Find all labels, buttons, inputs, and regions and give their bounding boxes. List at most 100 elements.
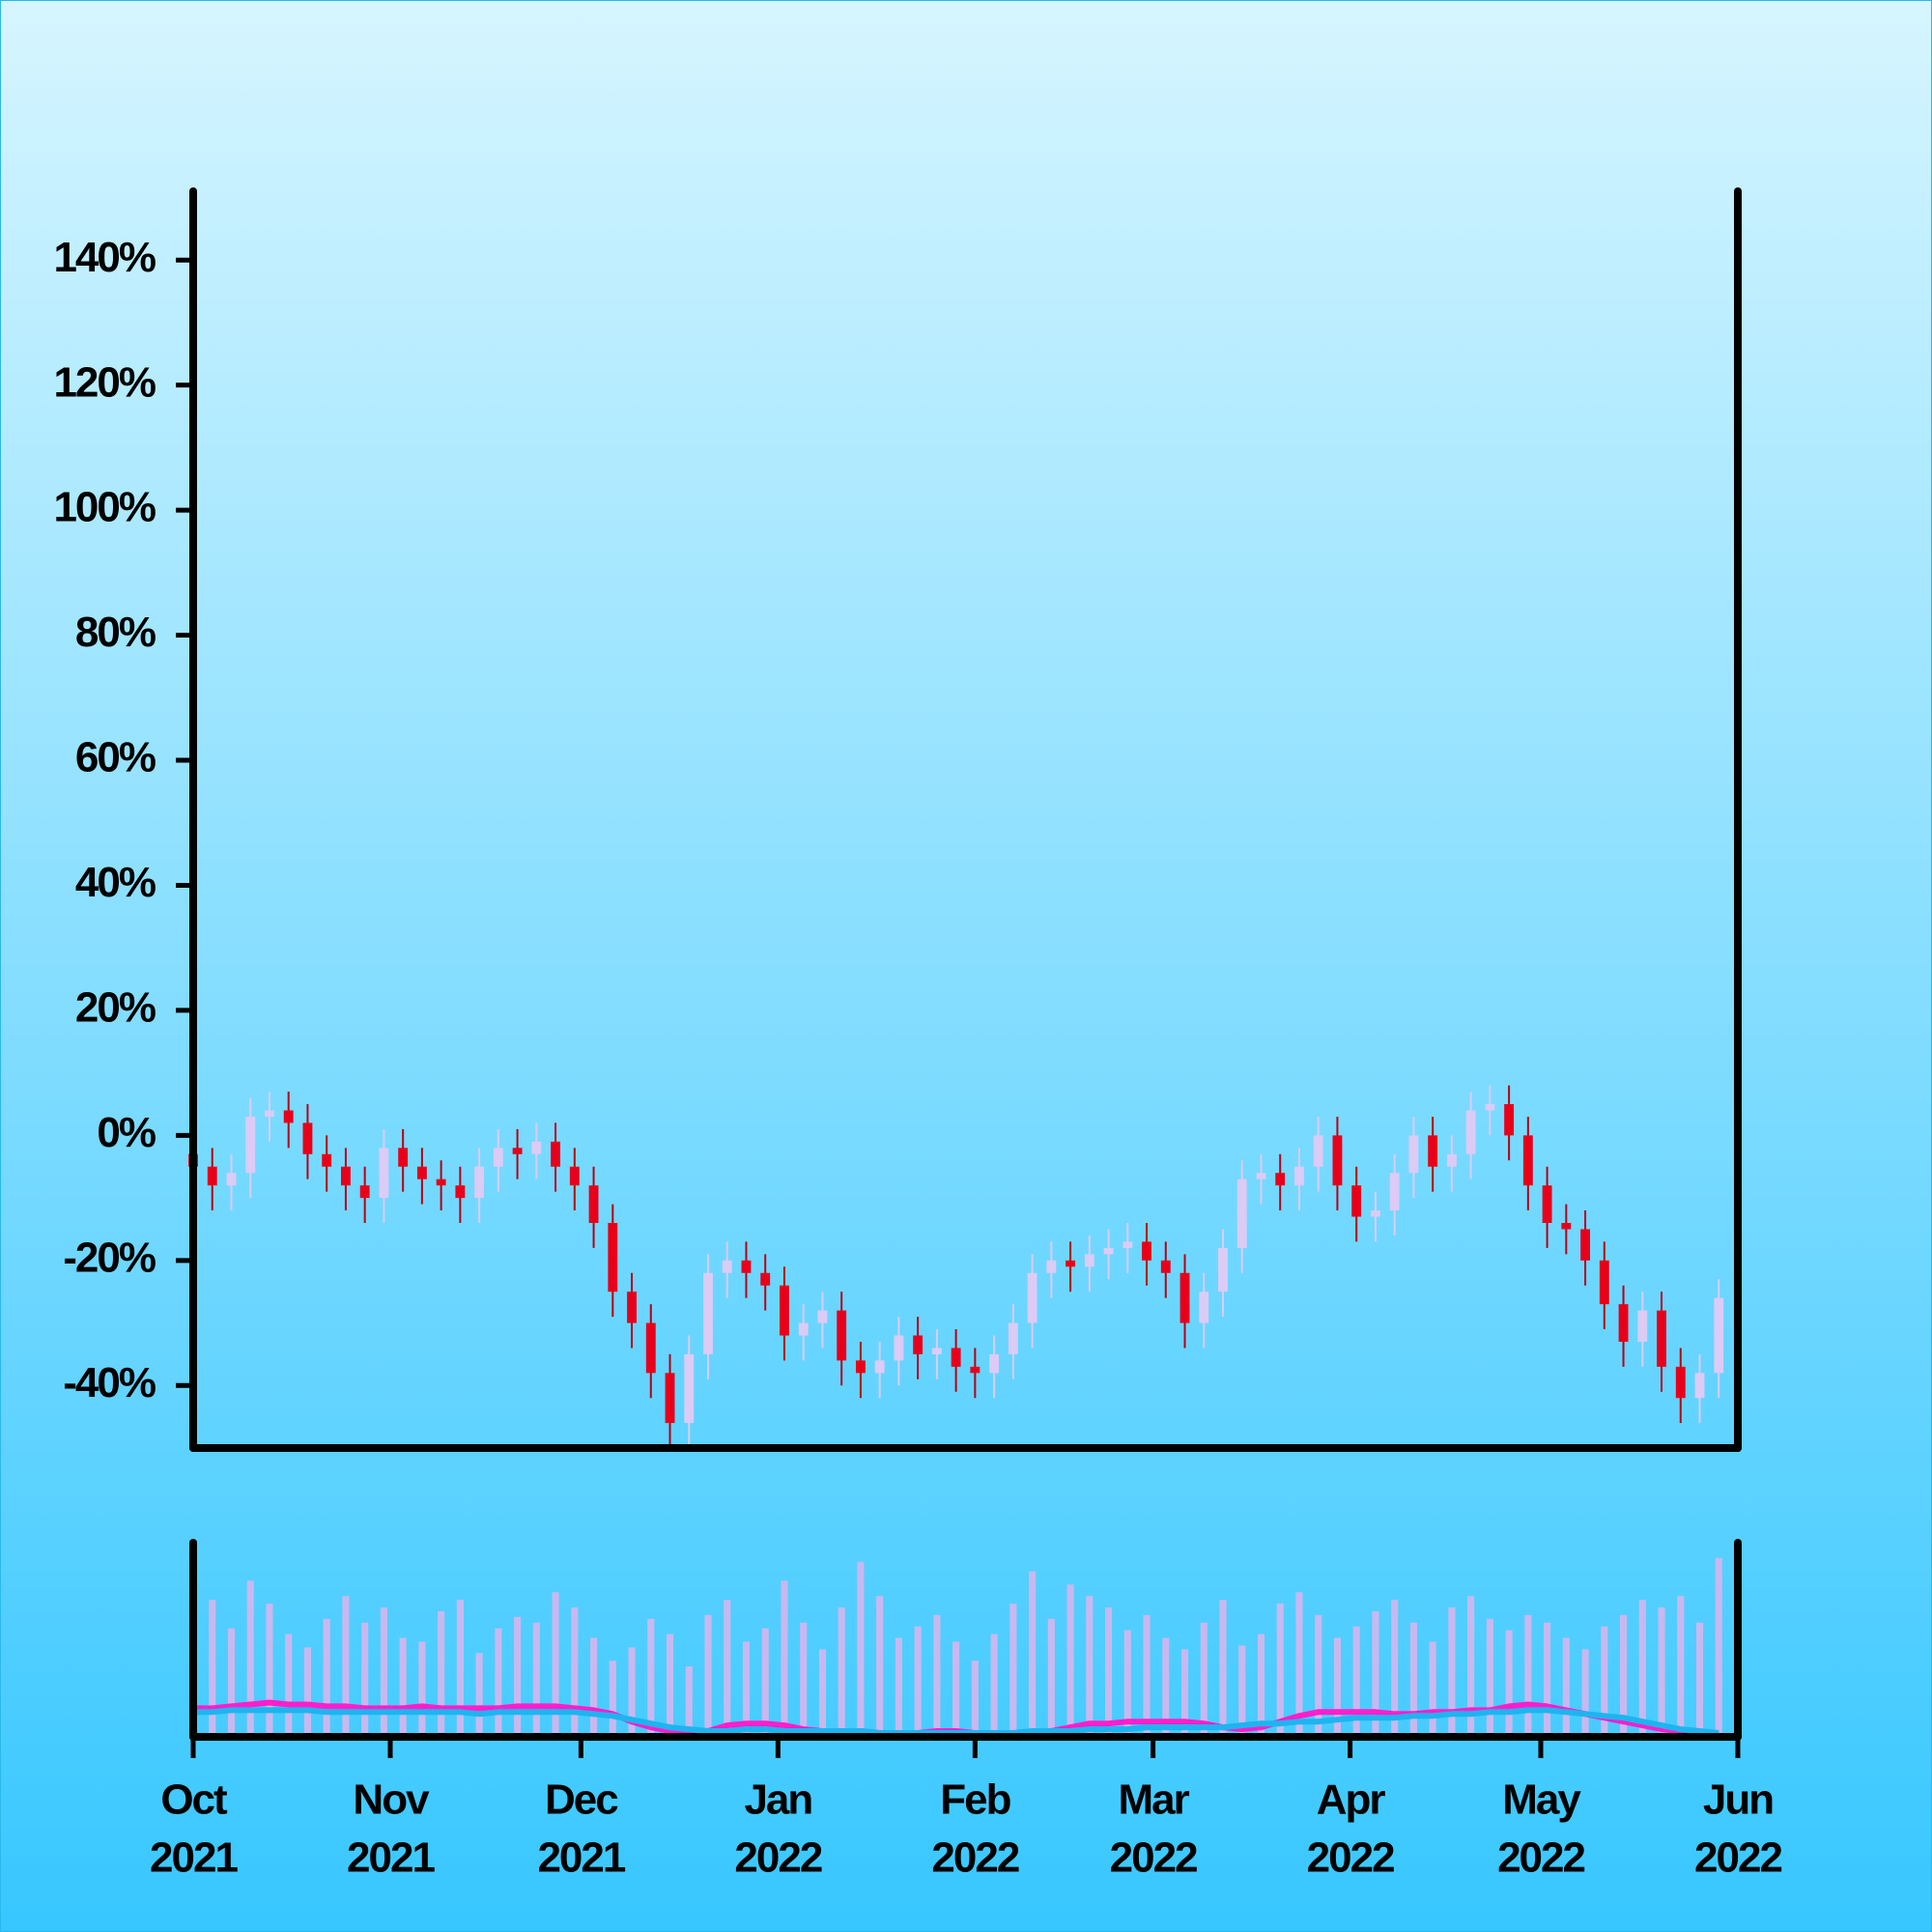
candle-body — [226, 1173, 237, 1186]
x-tick-label: 2022 — [734, 1834, 821, 1882]
volume-bar — [1219, 1600, 1227, 1733]
volume-bar — [876, 1596, 884, 1733]
volume-bar — [800, 1622, 808, 1733]
candle-body — [322, 1153, 332, 1167]
volume-bar — [1695, 1622, 1704, 1733]
candle-body — [1084, 1254, 1094, 1267]
frame — [189, 187, 1742, 1741]
volume-bar — [1162, 1637, 1170, 1733]
volume-bar — [742, 1641, 751, 1733]
volume-bar — [456, 1600, 464, 1733]
volume-bar — [514, 1616, 522, 1733]
volume-bar — [1123, 1630, 1131, 1733]
x-tick-label: Nov — [353, 1776, 430, 1824]
volume-bar — [628, 1647, 636, 1733]
y-tick-label: 0% — [97, 1109, 155, 1156]
x-tick-label: 2021 — [150, 1834, 238, 1882]
volume-bar — [1143, 1614, 1151, 1733]
volume-bar — [1505, 1630, 1513, 1733]
candle-body — [283, 1110, 294, 1123]
y-tick-label: 20% — [75, 984, 156, 1032]
volume-bar — [418, 1641, 426, 1733]
volume-bar — [590, 1637, 598, 1733]
volume-bar — [1257, 1634, 1265, 1733]
candle-body — [359, 1185, 370, 1199]
candle-body — [245, 1116, 256, 1174]
volume-bar — [990, 1634, 998, 1733]
candle-body — [1122, 1241, 1133, 1248]
candle-body — [379, 1148, 389, 1199]
x-tick-label: 2022 — [931, 1834, 1018, 1882]
candle-body — [1428, 1135, 1438, 1167]
volume-bar — [246, 1580, 254, 1733]
candle-body — [1504, 1104, 1515, 1136]
volume-bar — [323, 1618, 330, 1733]
volume-bar — [266, 1604, 273, 1733]
volume-bar — [1352, 1626, 1360, 1733]
y-tick-label: 100% — [53, 484, 155, 531]
candle-body — [894, 1335, 904, 1361]
x-tick-label: Jan — [744, 1776, 811, 1824]
candle-body — [989, 1353, 1000, 1374]
volume-bar — [1066, 1584, 1074, 1733]
volume-bar — [1180, 1649, 1189, 1733]
volume-bar — [532, 1622, 540, 1733]
volume-bar — [303, 1647, 311, 1733]
candle-body — [551, 1141, 561, 1167]
volume-bar — [1029, 1571, 1037, 1733]
volume-bar — [933, 1614, 941, 1733]
candle-body — [1542, 1185, 1552, 1223]
volume-bar — [475, 1653, 483, 1733]
volume-bar — [647, 1618, 655, 1733]
volume-bar — [1086, 1596, 1094, 1733]
x-tick-label: Jun — [1703, 1776, 1773, 1824]
x-tick-label: Oct — [160, 1776, 228, 1824]
candle-body — [1465, 1110, 1476, 1154]
volume-bar — [952, 1641, 960, 1733]
candle-body — [1236, 1179, 1247, 1248]
volume-bar — [781, 1580, 788, 1733]
volume-bar — [895, 1637, 902, 1733]
volume-bar — [1391, 1600, 1399, 1733]
candle-body — [207, 1166, 217, 1186]
plot — [188, 1085, 1724, 1736]
y-tick-label: -20% — [63, 1234, 156, 1281]
candle-body — [645, 1322, 656, 1374]
volume-bar — [1315, 1614, 1322, 1733]
candle-body — [1694, 1373, 1705, 1399]
candle-body — [665, 1373, 675, 1424]
candle-body — [265, 1110, 274, 1117]
y-tick-label: 40% — [75, 859, 156, 906]
volume-bar — [724, 1600, 731, 1733]
candle-body — [1446, 1153, 1457, 1167]
volume-bar — [704, 1614, 712, 1733]
x-tick-label: Mar — [1118, 1776, 1189, 1824]
candle-body — [302, 1122, 313, 1154]
volume-bar — [227, 1628, 236, 1733]
volume-bar — [495, 1628, 502, 1733]
candle-body — [1008, 1322, 1018, 1354]
y-tick-label: 60% — [75, 734, 156, 781]
volume-bar — [1009, 1604, 1017, 1733]
volume-bar — [761, 1628, 769, 1733]
volume-bar — [1638, 1600, 1646, 1733]
candle-body — [1370, 1210, 1380, 1217]
x-tick-label: 2022 — [1307, 1834, 1394, 1882]
volume-bar — [1544, 1622, 1551, 1733]
x-tick-label: Feb — [940, 1776, 1010, 1824]
volume-bar — [1524, 1614, 1532, 1733]
candle-body — [588, 1185, 599, 1223]
volume-bar — [571, 1606, 579, 1733]
volume-bar — [1658, 1606, 1665, 1733]
volume-bar — [1238, 1645, 1246, 1733]
candle-body — [1142, 1241, 1151, 1261]
x-tick-label: Dec — [545, 1776, 618, 1824]
y-tick-label: 140% — [53, 234, 155, 281]
candle-body — [1179, 1272, 1190, 1323]
volume-bar — [1486, 1618, 1493, 1733]
candle-body — [855, 1360, 866, 1374]
candle-body — [1332, 1135, 1343, 1186]
